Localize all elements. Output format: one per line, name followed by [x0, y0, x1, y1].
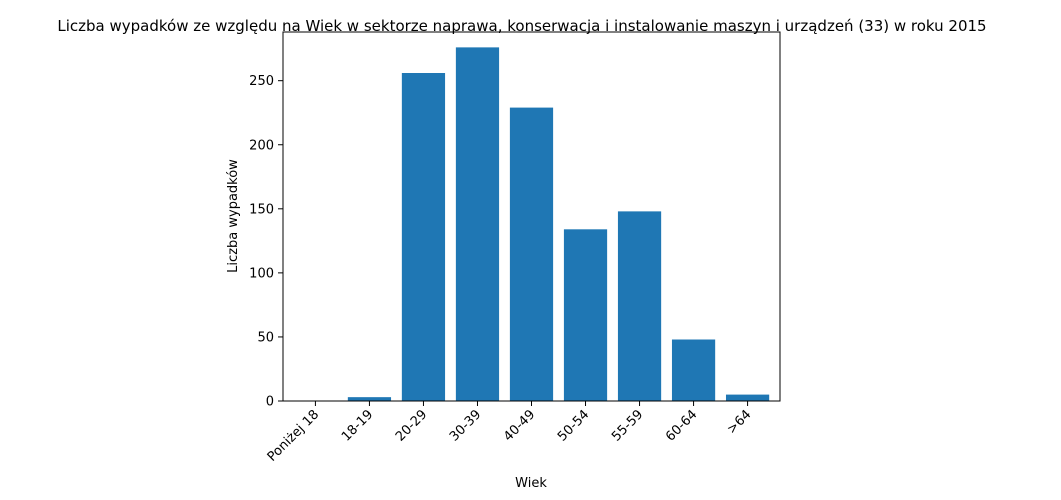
bar-5	[563, 229, 608, 401]
chart-title: Liczba wypadków ze względu na Wiek w sek…	[57, 17, 986, 35]
y-axis: 0 50 100 150 200 250	[249, 74, 283, 410]
bar-2	[401, 73, 446, 401]
x-tick-label-5: 50-54	[555, 407, 592, 444]
y-tick-label-3: 150	[249, 202, 274, 217]
y-tick-label-5: 250	[249, 74, 274, 89]
bar-3	[455, 47, 500, 401]
bars-group	[347, 47, 770, 401]
y-axis-label: Liczba wypadków	[226, 159, 241, 273]
x-axis: Poniżej 18 18-19 20-29 30-39 40-49 50-54 55-59…	[265, 401, 754, 465]
y-tick-label-1: 50	[257, 330, 274, 345]
x-tick-label-6: 55-59	[609, 407, 646, 444]
x-tick-label-0: Poniżej 18	[265, 407, 322, 464]
x-axis-label: Wiek	[515, 476, 547, 491]
bar-8	[725, 394, 770, 401]
x-tick-label-7: 60-64	[663, 407, 700, 444]
bar-1	[347, 397, 392, 401]
plot-frame	[282, 31, 781, 402]
x-tick-label-2: 20-29	[393, 407, 430, 444]
x-tick-label-8: >64	[724, 407, 754, 437]
y-tick-label-2: 100	[249, 266, 274, 281]
y-tick-label-4: 200	[249, 138, 274, 153]
x-tick-label-4: 40-49	[501, 407, 538, 444]
bar-6	[617, 211, 662, 401]
bar-7	[671, 339, 716, 401]
x-tick-label-3: 30-39	[447, 407, 484, 444]
y-tick-label-0: 0	[266, 395, 274, 410]
bar-4	[509, 107, 554, 401]
x-tick-label-1: 18-19	[339, 407, 376, 444]
